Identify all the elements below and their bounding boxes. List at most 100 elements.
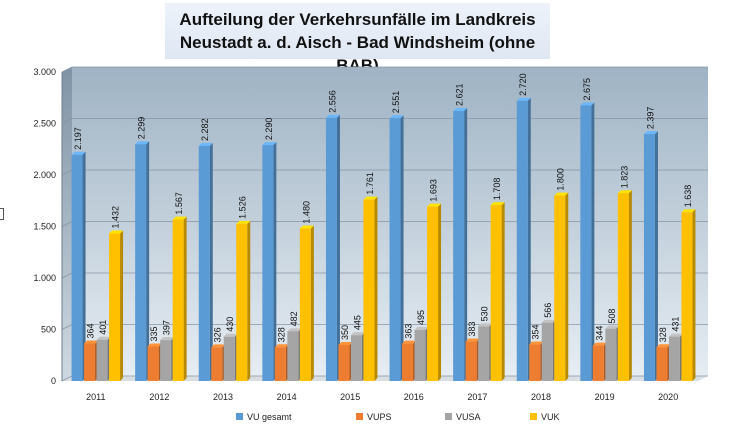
data-label: 482	[289, 311, 299, 326]
bar-top	[172, 216, 187, 220]
data-label: 445	[352, 315, 362, 330]
bar-top	[605, 325, 620, 329]
bar-side	[628, 190, 632, 381]
bar-top	[643, 131, 658, 135]
bar	[643, 134, 655, 381]
bar-top	[147, 343, 162, 347]
bar	[516, 100, 528, 381]
bar-top	[236, 220, 251, 224]
data-label: 383	[467, 322, 477, 337]
data-label: 2.282	[200, 118, 210, 141]
gridline-side	[61, 221, 73, 227]
bar-top	[427, 203, 442, 207]
bar	[160, 340, 172, 381]
y-tick-label: 3.000	[33, 67, 56, 77]
bar	[274, 347, 286, 381]
data-label: 2.621	[455, 84, 465, 107]
bar	[262, 145, 274, 381]
bar	[668, 336, 680, 381]
data-label: 401	[98, 320, 108, 335]
gridline-side	[61, 66, 73, 73]
bar	[325, 117, 337, 382]
bar	[96, 339, 108, 381]
bar	[84, 343, 96, 381]
data-label: 344	[594, 326, 604, 341]
bar-top	[287, 328, 302, 332]
y-tick-label: 2.000	[33, 170, 56, 180]
bar	[172, 219, 184, 381]
bar-top	[109, 230, 124, 234]
gridline-side	[61, 324, 73, 330]
bar-top	[211, 344, 226, 348]
bar-top	[529, 341, 544, 345]
x-tick-label: 2019	[595, 392, 615, 402]
bar	[338, 344, 350, 381]
bar-top	[338, 341, 353, 345]
bar	[605, 328, 617, 381]
bar-top	[617, 190, 632, 194]
data-label: 364	[86, 323, 96, 338]
data-label: 508	[607, 309, 617, 324]
bar-top	[299, 225, 314, 229]
bar	[554, 195, 566, 381]
data-label: 1.761	[365, 172, 375, 195]
bar	[287, 331, 299, 381]
bar	[592, 345, 604, 381]
bar-top	[363, 196, 378, 200]
data-label: 495	[416, 310, 426, 325]
bar	[656, 347, 668, 381]
bar-top	[84, 340, 99, 344]
data-label: 350	[340, 325, 350, 340]
legend-swatch	[236, 413, 243, 420]
x-tick-label: 2012	[149, 392, 169, 402]
y-tick-label: 2.500	[33, 119, 56, 129]
bar-top	[71, 151, 86, 155]
bar	[529, 344, 541, 381]
bar-top	[516, 97, 531, 101]
data-label: 1.480	[301, 201, 311, 224]
data-label: 328	[276, 327, 286, 342]
bar-side	[209, 142, 213, 381]
bar	[414, 330, 426, 381]
bar-top	[490, 202, 505, 206]
gridline-side	[61, 169, 73, 176]
bar-top	[453, 108, 468, 112]
bar	[478, 326, 490, 381]
x-tick-label: 2011	[86, 392, 105, 402]
legend-swatch	[530, 413, 537, 420]
bar	[580, 105, 592, 381]
legend-swatch	[445, 413, 452, 420]
data-label: 2.556	[327, 90, 337, 113]
bar	[147, 346, 159, 381]
y-tick-label: 1.000	[33, 273, 56, 283]
bar-side	[374, 196, 378, 381]
data-label: 566	[543, 303, 553, 318]
bar-side	[654, 131, 658, 381]
bar	[223, 336, 235, 381]
data-label: 1.567	[174, 192, 184, 215]
side-bracket-mark	[0, 208, 4, 220]
bar	[402, 343, 414, 381]
data-label: 335	[149, 326, 159, 341]
data-label: 1.800	[556, 168, 566, 191]
legend-label: VUK	[541, 412, 560, 422]
legend-label: VU gesamt	[247, 412, 292, 422]
bar	[681, 212, 693, 381]
bar	[389, 118, 401, 381]
chart-title-line-1: Aufteilung der Verkehrsunfälle im Landkr…	[179, 10, 536, 29]
legend-label: VUPS	[367, 412, 392, 422]
data-label: 431	[670, 317, 680, 332]
bar-top	[274, 344, 289, 348]
legend-label: VUSA	[456, 412, 481, 422]
bar-side	[591, 102, 595, 381]
bar-top	[541, 319, 556, 323]
bar-top	[223, 333, 238, 337]
bar	[465, 341, 477, 381]
data-label: 363	[404, 324, 414, 339]
bar-top	[580, 102, 595, 106]
data-label: 354	[531, 325, 541, 340]
legend-swatch	[356, 413, 363, 420]
bar	[71, 154, 83, 381]
bar-top	[554, 192, 569, 196]
